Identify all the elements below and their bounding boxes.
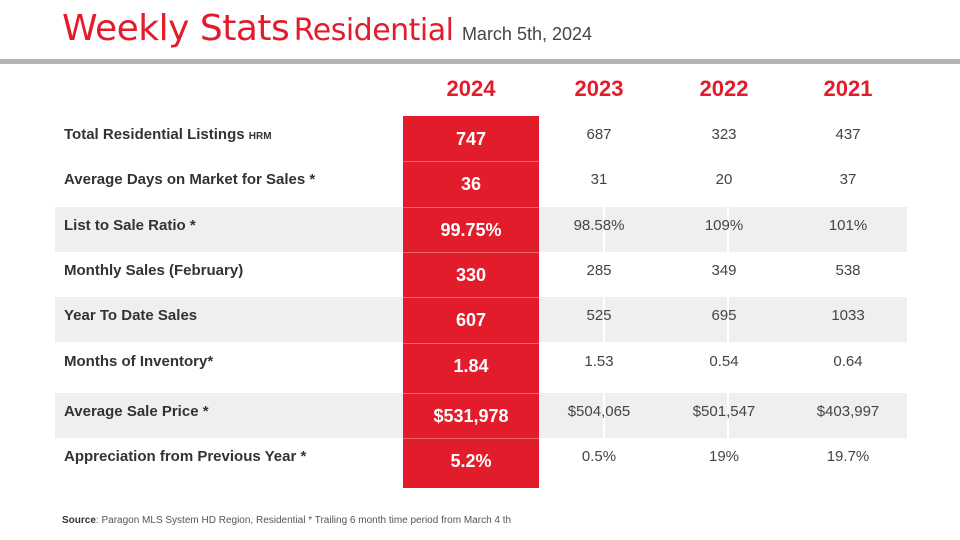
row-label: Year To Date Sales	[64, 307, 197, 324]
value-cell-2021: 437	[835, 126, 861, 143]
highlight-row-divider	[403, 343, 539, 344]
table-row: Total Residential Listings HRM 687 323 437	[55, 116, 907, 161]
column-separator	[603, 297, 605, 342]
table-row: Average Days on Market for Sales * 31 20 37	[55, 161, 907, 206]
value-cell-2023: 687	[586, 126, 612, 143]
column-separator	[727, 297, 729, 342]
value-cell-2024: 330	[455, 265, 487, 285]
value-cell-2023: 31	[590, 171, 608, 188]
year-header-2021: 2021	[823, 76, 873, 101]
value-cell-2023: 98.58%	[573, 217, 625, 234]
value-cell-2024: 5.2%	[450, 451, 492, 471]
title-sub: Residential	[293, 13, 454, 48]
source-label: Source	[62, 515, 96, 526]
value-cell-2024: 36	[460, 174, 482, 194]
table-row: Months of Inventory* 1.53 0.54 0.64	[55, 343, 907, 388]
row-label-text: Total Residential Listings	[64, 126, 245, 143]
title-date: March 5th, 2024	[461, 24, 593, 44]
value-cell-2022: 19%	[708, 448, 740, 465]
value-cell-2022: 323	[711, 126, 737, 143]
row-label: List to Sale Ratio *	[64, 217, 196, 234]
source-note: Source: Paragon MLS System HD Region, Re…	[62, 515, 511, 526]
title-main: Weekly Stats	[62, 8, 290, 49]
year-header-2024: 2024	[446, 76, 496, 101]
row-label: Months of Inventory*	[64, 353, 213, 370]
value-cell-2022: $501,547	[692, 403, 756, 420]
row-label: Monthly Sales (February)	[64, 262, 243, 279]
value-cell-2023: $504,065	[567, 403, 631, 420]
highlight-row-divider	[403, 393, 539, 394]
highlight-row-divider	[403, 252, 539, 253]
value-cell-2022: 695	[711, 307, 737, 324]
row-label-suffix: HRM	[248, 131, 272, 142]
year-header-2022: 2022	[699, 76, 749, 101]
value-cell-2024: $531,978	[433, 406, 509, 426]
header-divider	[0, 59, 960, 64]
column-separator	[727, 393, 729, 438]
highlight-row-divider	[403, 207, 539, 208]
page-title: Weekly Stats Residential March 5th, 2024	[62, 8, 592, 49]
value-cell-2024: 1.84	[453, 356, 489, 376]
value-cell-2023: 1.53	[584, 353, 614, 370]
value-cell-2021: 1033	[831, 307, 865, 324]
source-text: : Paragon MLS System HD Region, Resident…	[95, 515, 512, 526]
row-label: Total Residential Listings HRM	[64, 126, 272, 143]
value-cell-2024: 607	[455, 310, 487, 330]
row-label-text: Appreciation from Previous Year *	[64, 448, 307, 465]
highlight-row-divider	[403, 297, 539, 298]
value-cell-2023: 0.5%	[581, 448, 617, 465]
value-cell-2021: 19.7%	[826, 448, 870, 465]
column-separator	[727, 207, 729, 252]
value-cell-2021: 37	[839, 171, 857, 188]
row-label-text: Monthly Sales (February)	[64, 262, 244, 279]
row-label-text: Average Days on Market for Sales *	[64, 171, 316, 188]
highlight-column-2024	[403, 116, 539, 488]
row-label: Average Days on Market for Sales *	[64, 171, 315, 188]
value-cell-2024: 747	[455, 129, 487, 149]
year-header-2023: 2023	[574, 76, 624, 101]
row-label: Average Sale Price *	[64, 403, 209, 420]
value-cell-2021: 101%	[828, 217, 868, 234]
column-separator	[603, 393, 605, 438]
row-label-text: List to Sale Ratio *	[64, 217, 196, 234]
value-cell-2022: 20	[715, 171, 733, 188]
row-label-text: Months of Inventory*	[64, 353, 214, 370]
value-cell-2022: 349	[711, 262, 737, 279]
row-label: Appreciation from Previous Year *	[64, 448, 306, 465]
value-cell-2023: 285	[586, 262, 612, 279]
highlight-row-divider	[403, 161, 539, 162]
table-row: Monthly Sales (February) 285 349 538	[55, 252, 907, 297]
value-cell-2022: 109%	[704, 217, 744, 234]
value-cell-2021: $403,997	[816, 403, 880, 420]
table-row: Appreciation from Previous Year * 0.5% 19%…	[55, 438, 907, 483]
row-label-text: Year To Date Sales	[64, 307, 198, 324]
value-cell-2022: 0.54	[709, 353, 739, 370]
value-cell-2023: 525	[586, 307, 612, 324]
value-cell-2021: 0.64	[833, 353, 863, 370]
column-separator	[603, 207, 605, 252]
value-cell-2021: 538	[835, 262, 861, 279]
highlight-row-divider	[403, 438, 539, 439]
value-cell-2024: 99.75%	[440, 220, 502, 240]
row-label-text: Average Sale Price *	[64, 403, 209, 420]
